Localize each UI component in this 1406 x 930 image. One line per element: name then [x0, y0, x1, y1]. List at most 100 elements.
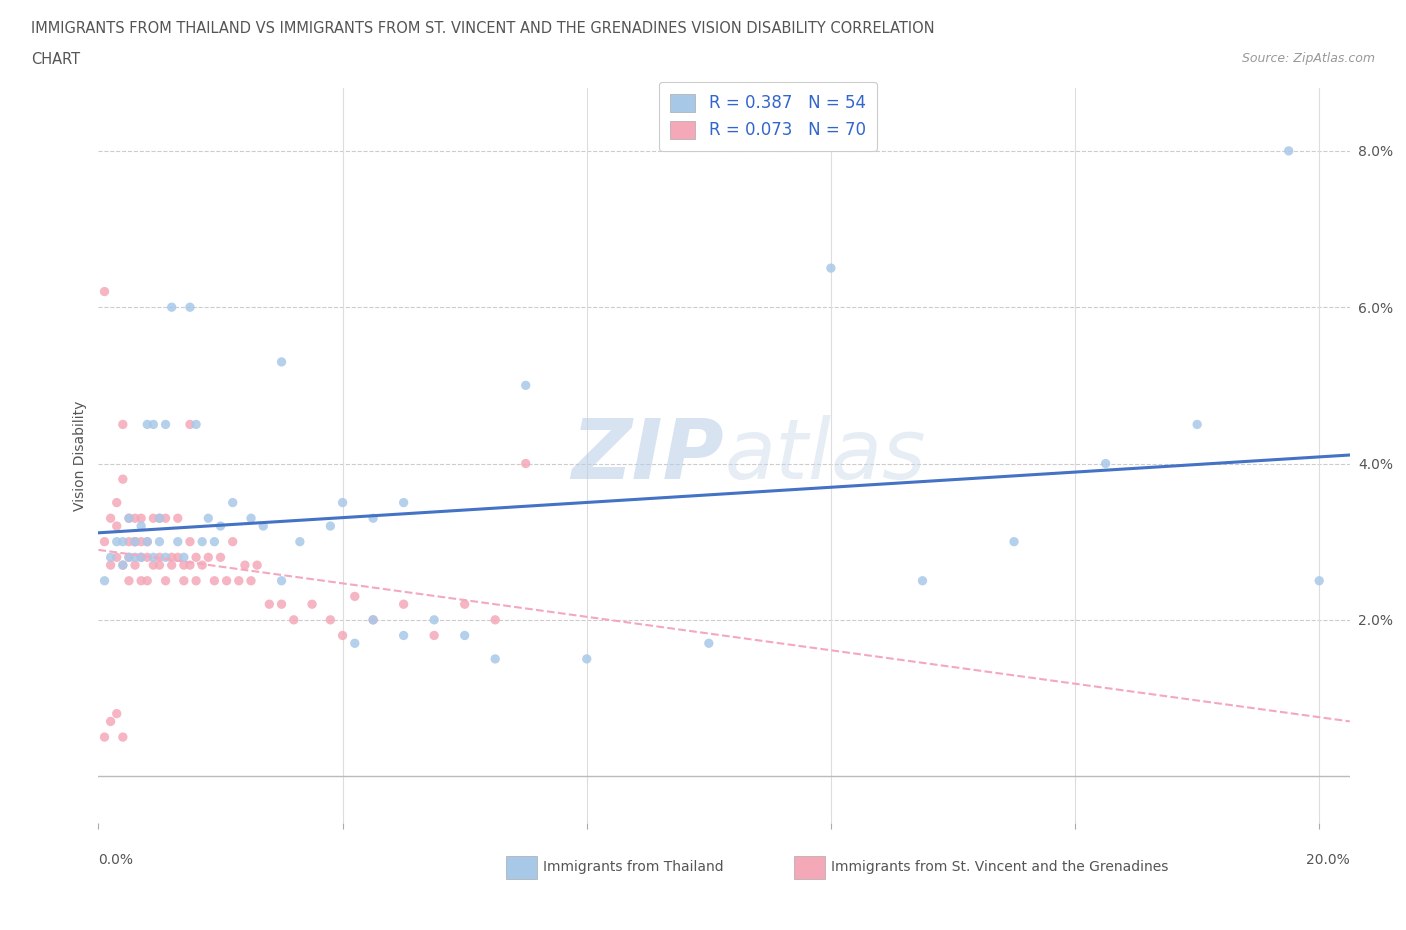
Point — [93, 285, 115, 299]
Point — [100, 511, 122, 525]
Text: IMMIGRANTS FROM THAILAND VS IMMIGRANTS FROM ST. VINCENT AND THE GRENADINES VISIO: IMMIGRANTS FROM THAILAND VS IMMIGRANTS F… — [31, 21, 935, 36]
Point — [179, 558, 201, 573]
Point — [93, 573, 115, 588]
Point — [202, 534, 225, 549]
Point — [191, 534, 214, 549]
Point — [392, 495, 415, 510]
Text: CHART: CHART — [31, 52, 80, 67]
Point — [118, 511, 141, 525]
Point — [820, 260, 842, 275]
Point — [105, 706, 128, 721]
Point — [118, 550, 141, 565]
Point — [124, 534, 146, 549]
Point — [361, 612, 384, 627]
Point — [332, 495, 354, 510]
Text: Immigrants from St. Vincent and the Grenadines: Immigrants from St. Vincent and the Gren… — [831, 859, 1168, 874]
Point — [911, 573, 934, 588]
Point — [240, 573, 263, 588]
Point — [155, 573, 177, 588]
Point — [319, 612, 342, 627]
Point — [453, 628, 475, 643]
Point — [215, 573, 238, 588]
Point — [222, 495, 245, 510]
Point — [155, 511, 177, 525]
Point — [142, 511, 165, 525]
Text: atlas: atlas — [724, 415, 925, 497]
Point — [148, 511, 170, 525]
Point — [228, 573, 250, 588]
Point — [148, 550, 170, 565]
Point — [270, 597, 292, 612]
Point — [148, 534, 170, 549]
Point — [129, 573, 152, 588]
Point — [105, 519, 128, 534]
Text: 20.0%: 20.0% — [1306, 853, 1350, 868]
Point — [129, 550, 152, 565]
Point — [142, 417, 165, 432]
Y-axis label: Vision Disability: Vision Disability — [73, 401, 87, 511]
Point — [179, 417, 201, 432]
Point — [148, 558, 170, 573]
Point — [1308, 573, 1330, 588]
Point — [111, 730, 134, 745]
Point — [173, 573, 195, 588]
Point — [392, 597, 415, 612]
Point — [136, 573, 159, 588]
Point — [100, 558, 122, 573]
Point — [1185, 417, 1208, 432]
Point — [423, 612, 446, 627]
Point — [148, 511, 170, 525]
Legend: R = 0.387   N = 54, R = 0.073   N = 70: R = 0.387 N = 54, R = 0.073 N = 70 — [658, 82, 877, 151]
Point — [515, 378, 537, 392]
Point — [93, 534, 115, 549]
Point — [209, 519, 232, 534]
Point — [124, 558, 146, 573]
Point — [136, 550, 159, 565]
Point — [118, 573, 141, 588]
Point — [515, 456, 537, 471]
Point — [179, 299, 201, 314]
Point — [118, 534, 141, 549]
Point — [209, 550, 232, 565]
Point — [184, 573, 207, 588]
Point — [124, 550, 146, 565]
Point — [332, 628, 354, 643]
Point — [197, 550, 219, 565]
Point — [233, 558, 256, 573]
Text: 0.0%: 0.0% — [98, 853, 134, 868]
Point — [184, 417, 207, 432]
Point — [301, 597, 323, 612]
Text: ZIP: ZIP — [571, 415, 724, 497]
Text: Immigrants from Thailand: Immigrants from Thailand — [543, 859, 723, 874]
Point — [191, 558, 214, 573]
Point — [124, 511, 146, 525]
Point — [124, 534, 146, 549]
Point — [423, 628, 446, 643]
Point — [118, 550, 141, 565]
Point — [136, 417, 159, 432]
Point — [343, 589, 366, 604]
Point — [453, 597, 475, 612]
Point — [270, 573, 292, 588]
Point — [111, 472, 134, 486]
Point — [1278, 143, 1301, 158]
Point — [100, 714, 122, 729]
Point — [142, 550, 165, 565]
Point — [105, 495, 128, 510]
Point — [136, 534, 159, 549]
Point — [118, 511, 141, 525]
Point — [222, 534, 245, 549]
Point — [100, 550, 122, 565]
Point — [166, 511, 188, 525]
Point — [259, 597, 281, 612]
Point — [246, 558, 269, 573]
Point — [160, 550, 183, 565]
Point — [1002, 534, 1025, 549]
Point — [283, 612, 305, 627]
Point — [697, 636, 720, 651]
Point — [111, 558, 134, 573]
Point — [240, 511, 263, 525]
Text: Source: ZipAtlas.com: Source: ZipAtlas.com — [1241, 52, 1375, 65]
Point — [270, 354, 292, 369]
Point — [575, 652, 598, 667]
